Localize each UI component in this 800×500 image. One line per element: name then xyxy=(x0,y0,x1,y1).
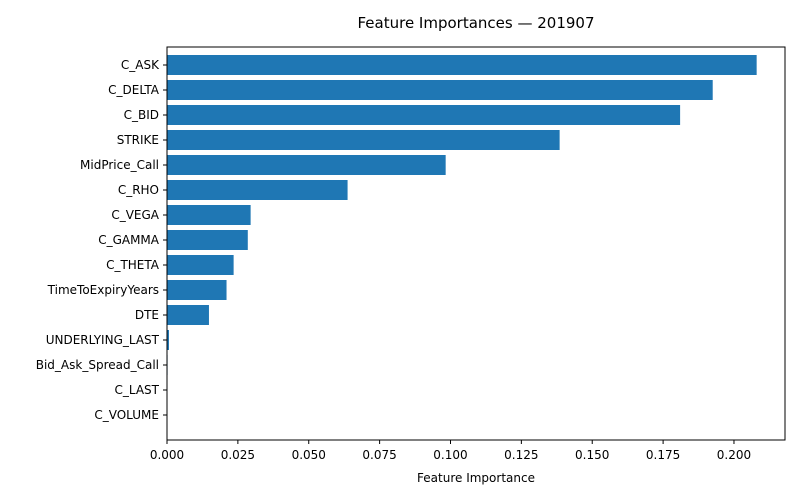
x-axis-ticks: 0.000 0.025 0.050 0.075 0.100 0.125 0.150 0.175… xyxy=(150,440,751,462)
y-tick-label: C_RHO xyxy=(118,183,159,197)
bar-underlying_last xyxy=(167,330,169,350)
bar-c_delta xyxy=(167,80,713,100)
y-tick-label: DTE xyxy=(135,308,159,322)
y-tick-label: C_VOLUME xyxy=(94,408,159,422)
y-tick-label: STRIKE xyxy=(117,133,159,147)
bar-c_theta xyxy=(167,255,234,275)
x-tick-label: 0.100 xyxy=(433,448,467,462)
x-tick-label: 0.050 xyxy=(292,448,326,462)
y-tick-label: C_THETA xyxy=(106,258,160,272)
bar-c_gamma xyxy=(167,230,248,250)
bar-strike xyxy=(167,130,560,150)
bars-group xyxy=(167,55,757,400)
bar-timetoexpiryyears xyxy=(167,280,227,300)
bar-c_vega xyxy=(167,205,251,225)
y-tick-label: C_LAST xyxy=(115,383,160,397)
y-tick-label: C_VEGA xyxy=(111,208,159,222)
x-tick-label: 0.125 xyxy=(504,448,538,462)
y-tick-label: TimeToExpiryYears xyxy=(47,283,159,297)
y-tick-label: Bid_Ask_Spread_Call xyxy=(36,358,159,372)
plot-frame xyxy=(166,46,786,441)
bar-c_ask xyxy=(167,55,757,75)
x-tick-label: 0.075 xyxy=(362,448,396,462)
x-tick-label: 0.175 xyxy=(646,448,680,462)
y-tick-label: C_BID xyxy=(124,108,159,122)
bar-c_bid xyxy=(167,105,681,125)
y-tick-label: UNDERLYING_LAST xyxy=(46,333,160,347)
y-tick-label: C_DELTA xyxy=(108,83,160,97)
y-axis-ticks: C_ASK C_DELTA C_BID STRIKE MidPrice_Call C_RH… xyxy=(36,58,167,422)
x-axis-label: Feature Importance xyxy=(417,471,535,485)
bar-midprice_call xyxy=(167,155,446,175)
x-tick-label: 0.025 xyxy=(221,448,255,462)
x-tick-label: 0.150 xyxy=(575,448,609,462)
y-tick-label: C_ASK xyxy=(121,58,160,72)
chart-title: Feature Importances — 201907 xyxy=(357,14,594,32)
y-tick-label: C_GAMMA xyxy=(98,233,160,247)
bar-dte xyxy=(167,305,209,325)
x-tick-label: 0.000 xyxy=(150,448,184,462)
x-tick-label: 0.200 xyxy=(717,448,751,462)
y-tick-label: MidPrice_Call xyxy=(80,158,159,172)
bar-c_rho xyxy=(167,180,348,200)
